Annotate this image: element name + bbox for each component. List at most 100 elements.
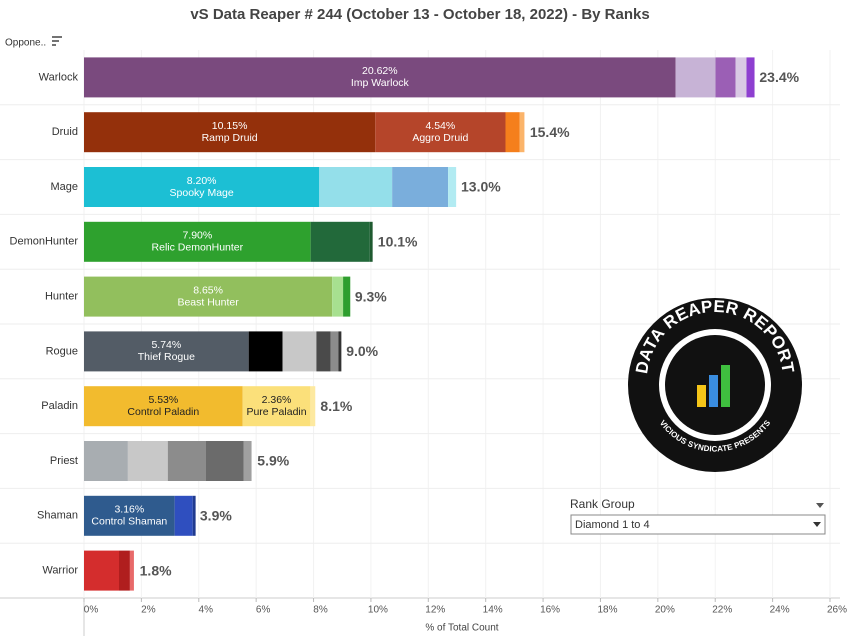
category-label: Rogue xyxy=(46,345,78,357)
segment-name-label: Ramp Druid xyxy=(202,132,258,144)
total-label: 13.0% xyxy=(461,179,501,195)
bar-segment xyxy=(129,550,134,591)
bar-segment xyxy=(343,276,351,317)
bar-segment xyxy=(338,331,342,372)
bar-segment xyxy=(746,57,755,98)
segment-name-label: Control Paladin xyxy=(127,406,199,418)
x-tick-label: 14% xyxy=(483,605,503,616)
x-tick-label: 0% xyxy=(84,605,99,616)
category-label: DemonHunter xyxy=(10,236,79,248)
category-label: Mage xyxy=(50,181,78,193)
bar-segment xyxy=(243,441,252,481)
bar-segment xyxy=(319,167,393,207)
filter-value[interactable]: Diamond 1 to 4 xyxy=(575,519,650,531)
x-tick-label: 6% xyxy=(256,605,271,616)
bar-segment xyxy=(192,495,196,536)
bar-segment xyxy=(84,386,243,427)
segment-value-label: 8.65% xyxy=(193,284,223,296)
bar-segment xyxy=(392,167,449,207)
total-label: 3.9% xyxy=(200,508,232,524)
bar-segment xyxy=(310,386,316,427)
bar-segment xyxy=(675,57,716,98)
row-header: Oppone.. xyxy=(5,38,46,49)
bar-segment xyxy=(84,112,376,153)
x-tick-label: 8% xyxy=(313,605,328,616)
segment-name-label: Aggro Druid xyxy=(412,132,468,144)
total-label: 10.1% xyxy=(378,234,418,250)
segment-name-label: Spooky Mage xyxy=(170,187,234,199)
x-tick-label: 22% xyxy=(712,605,732,616)
x-tick-label: 18% xyxy=(597,605,617,616)
x-tick-label: 20% xyxy=(655,605,675,616)
bar-segment xyxy=(310,221,370,262)
segment-name-label: Imp Warlock xyxy=(351,77,410,89)
bar-segment xyxy=(84,441,128,481)
segment-value-label: 4.54% xyxy=(425,120,455,132)
segment-value-label: 5.74% xyxy=(151,339,181,351)
bar-segment xyxy=(316,331,331,372)
plot-area: 0% 2% 4% 6% 8% 10% 12% 14% 16% 18% 20% 22% 24% 26% % o… xyxy=(0,50,847,634)
chart-title: vS Data Reaper # 244 (October 13 - Octob… xyxy=(190,6,649,23)
bar-segment xyxy=(174,495,193,536)
bar-segment xyxy=(448,167,457,207)
bar-segment xyxy=(84,331,249,372)
total-label: 8.1% xyxy=(320,398,352,414)
bar-segment xyxy=(519,112,525,153)
total-label: 1.8% xyxy=(140,562,172,578)
bar-segment xyxy=(84,221,311,262)
bar-segment xyxy=(715,57,736,98)
x-axis-title: % of Total Count xyxy=(425,623,498,634)
filter-menu[interactable] xyxy=(816,503,824,508)
total-label: 23.4% xyxy=(759,69,799,85)
segment-name-label: Thief Rogue xyxy=(138,351,195,363)
category-label: Warlock xyxy=(39,71,79,83)
x-tick-label: 2% xyxy=(141,605,156,616)
segment-name-label: Control Shaman xyxy=(91,516,167,528)
total-label: 9.3% xyxy=(355,288,387,304)
category-label: Paladin xyxy=(41,400,78,412)
segment-value-label: 8.20% xyxy=(187,175,217,187)
x-tick-label: 4% xyxy=(199,605,214,616)
category-label: Druid xyxy=(52,126,78,138)
bar-segment xyxy=(84,57,676,98)
bar-segment xyxy=(375,112,506,153)
x-tick-label: 10% xyxy=(368,605,388,616)
bar-segment xyxy=(84,550,120,591)
segment-value-label: 10.15% xyxy=(212,120,248,132)
bar-segment xyxy=(127,441,168,481)
bar-segment xyxy=(242,386,311,427)
segment-name-label: Relic DemonHunter xyxy=(152,242,244,254)
x-tick-label: 24% xyxy=(770,605,790,616)
category-label: Warrior xyxy=(42,565,78,577)
bar-segment xyxy=(84,495,175,536)
segment-value-label: 20.62% xyxy=(362,65,398,77)
bar-segment xyxy=(330,331,339,372)
x-tick-label: 26% xyxy=(827,605,847,616)
bar-segment xyxy=(84,167,320,207)
bar-segment xyxy=(332,276,344,317)
bar-segment xyxy=(167,441,206,481)
category-label: Hunter xyxy=(45,291,78,303)
total-label: 15.4% xyxy=(530,124,570,140)
segment-name-label: Pure Paladin xyxy=(246,406,306,418)
bar-segment xyxy=(369,221,373,262)
total-label: 5.9% xyxy=(257,453,289,469)
total-label: 9.0% xyxy=(346,343,378,359)
x-tick-label: 12% xyxy=(425,605,445,616)
filter-title: Rank Group xyxy=(570,497,635,511)
filter-dropdown[interactable]: Diamond 1 to 4 xyxy=(570,514,826,535)
bar-segment xyxy=(735,57,747,98)
sort-icon[interactable] xyxy=(52,36,62,46)
category-label: Shaman xyxy=(37,510,78,522)
x-tick-label: 16% xyxy=(540,605,560,616)
bar-segment xyxy=(205,441,244,481)
segment-name-label: Beast Hunter xyxy=(177,296,239,308)
segment-value-label: 2.36% xyxy=(262,394,292,406)
segment-value-label: 7.90% xyxy=(182,230,212,242)
segment-value-label: 3.16% xyxy=(114,504,144,516)
bar-segment xyxy=(282,331,317,372)
bar-segment xyxy=(248,331,283,372)
bar-segment xyxy=(84,276,333,317)
bar-segment xyxy=(119,550,130,591)
